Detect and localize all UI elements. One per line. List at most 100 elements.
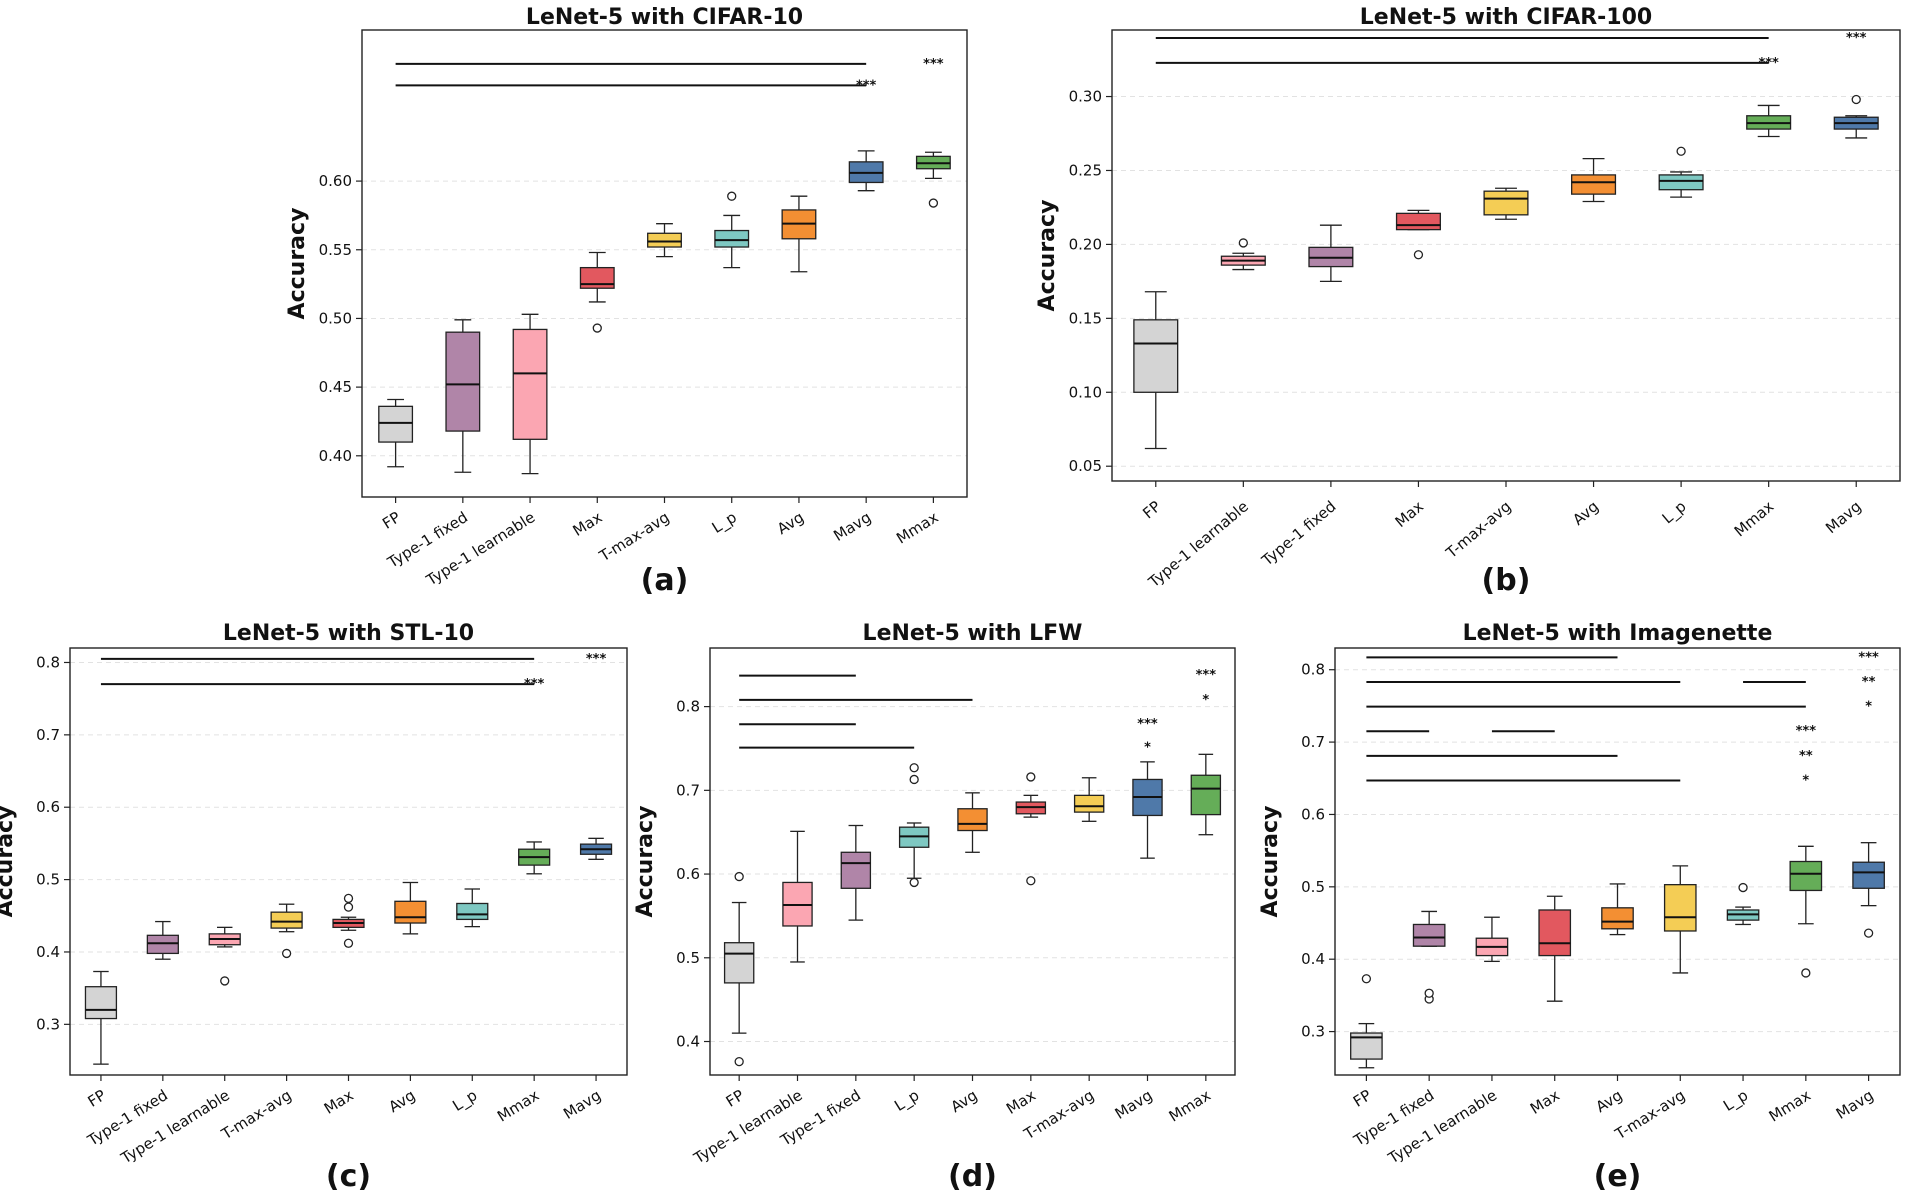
box-max <box>1015 772 1047 886</box>
chart-title: LeNet-5 with LFW <box>863 621 1083 646</box>
y-tick-label: 0.8 <box>1301 661 1325 679</box>
chart-title: LeNet-5 with STL-10 <box>223 621 474 646</box>
outlier-point <box>734 1056 744 1067</box>
y-tick-label: 0.50 <box>319 309 352 327</box>
y-tick-label: 0.10 <box>1069 383 1102 401</box>
box-body <box>84 986 118 1020</box>
box-body <box>579 266 615 289</box>
box-body <box>456 902 489 921</box>
outlier-point <box>1361 974 1372 984</box>
category-label: Avg <box>948 1086 981 1116</box>
box-max <box>579 251 615 333</box>
box-max <box>1395 209 1441 260</box>
box-body <box>1412 923 1446 947</box>
category-label: L_p <box>709 508 741 538</box>
box-body <box>1658 174 1704 191</box>
y-tick-label: 0.55 <box>319 241 352 259</box>
category-label: Type-1 learnable <box>117 1086 233 1168</box>
box-body <box>1483 190 1529 216</box>
category-label: Mavg <box>1833 1086 1877 1123</box>
outlier-point <box>1851 94 1861 105</box>
box-body <box>1663 884 1697 932</box>
box-type-1-fixed <box>146 920 179 960</box>
significance-label: *** <box>1196 668 1217 683</box>
y-axis-label: Accuracy <box>633 806 658 918</box>
outlier-point <box>1026 772 1036 782</box>
box-body <box>647 232 682 248</box>
significance-label: ** <box>1799 749 1813 764</box>
category-label: L_p <box>1720 1086 1752 1116</box>
box-body <box>1601 907 1634 930</box>
y-tick-label: 0.6 <box>36 798 60 816</box>
box-fp <box>1350 974 1383 1069</box>
box-fp <box>378 398 414 468</box>
box-avg <box>781 195 817 273</box>
significance-label: *** <box>1758 56 1779 71</box>
box-mmax <box>1746 104 1792 138</box>
significance-label: *** <box>923 57 944 72</box>
y-tick-label: 0.40 <box>319 447 352 465</box>
box-body <box>378 405 414 443</box>
box-fp <box>723 871 755 1067</box>
box-body <box>1073 794 1105 813</box>
significance-label: *** <box>856 78 877 93</box>
significance-label: *** <box>1137 717 1158 732</box>
category-label: Mmax <box>1166 1086 1214 1126</box>
box-t-max-avg <box>647 223 682 258</box>
chart-title: LeNet-5 with Imagenette <box>1463 621 1773 646</box>
y-tick-label: 0.5 <box>36 871 60 889</box>
significance-label: *** <box>524 677 545 692</box>
significance-label: * <box>1802 773 1809 788</box>
box-body <box>1190 774 1222 816</box>
y-axis-label: Accuracy <box>0 806 18 918</box>
box-type-1-learnable <box>1220 238 1266 271</box>
outlier-point <box>909 774 919 785</box>
y-tick-label: 0.8 <box>676 698 700 716</box>
category-label: L_p <box>1659 497 1691 528</box>
y-tick-label: 0.25 <box>1069 161 1102 179</box>
panel-label: (d) <box>948 1159 997 1191</box>
outlier-point <box>1238 238 1248 248</box>
box-body <box>1395 212 1441 231</box>
y-tick-label: 0.30 <box>1069 88 1102 106</box>
box-mmax <box>518 841 551 875</box>
y-tick-label: 0.4 <box>1301 950 1325 968</box>
category-label: Mmax <box>893 508 941 548</box>
category-label: Avg <box>1593 1086 1626 1116</box>
y-tick-label: 0.15 <box>1069 309 1102 327</box>
box-type-1-learnable <box>512 313 548 475</box>
chart-title: LeNet-5 with CIFAR-100 <box>1360 5 1652 30</box>
box-body <box>1538 909 1572 957</box>
category-label: T-max-avg <box>1442 497 1515 562</box>
category-label: Avg <box>1569 497 1602 529</box>
category-label: L_p <box>891 1086 923 1116</box>
significance-label: *** <box>1858 650 1879 665</box>
panel-label: (b) <box>1482 563 1531 598</box>
y-tick-label: 0.4 <box>676 1033 700 1051</box>
box-body <box>1789 860 1823 892</box>
box-mmax <box>1190 753 1222 836</box>
panel-label: (e) <box>1594 1159 1642 1191</box>
category-label: Max <box>1003 1086 1039 1118</box>
box-type-1-fixed <box>1412 910 1446 1004</box>
box-avg <box>394 881 427 935</box>
y-tick-label: 0.5 <box>676 949 700 967</box>
significance-label: * <box>1202 693 1209 708</box>
outlier-point <box>343 893 354 904</box>
y-axis-label: Accuracy <box>1035 200 1060 312</box>
box-body <box>1133 319 1179 393</box>
box-body <box>394 900 427 924</box>
category-label: Max <box>1527 1086 1563 1118</box>
y-tick-label: 0.60 <box>319 172 352 190</box>
significance-label: *** <box>1796 724 1817 739</box>
box-l-p <box>1658 146 1704 198</box>
category-label: Type-1 learnable <box>1384 1086 1500 1168</box>
panel-label: (a) <box>641 563 689 598</box>
outlier-point <box>220 976 230 986</box>
outlier-point <box>1424 988 1434 998</box>
box-type-1-learnable <box>208 926 241 986</box>
